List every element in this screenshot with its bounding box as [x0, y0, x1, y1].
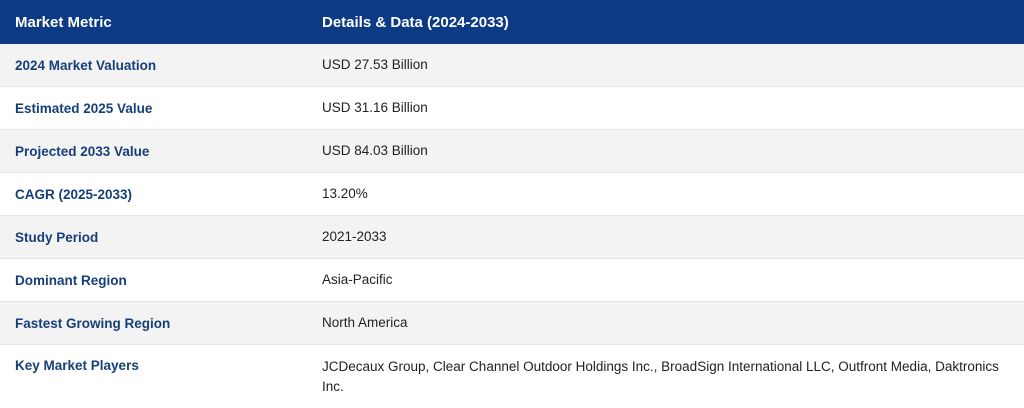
metric-label: Projected 2033 Value: [0, 129, 307, 173]
table-row: CAGR (2025-2033) 13.20%: [0, 172, 1024, 216]
metric-label: 2024 Market Valuation: [0, 44, 307, 87]
metric-value: 13.20%: [307, 172, 1024, 216]
metric-value: 2021-2033: [307, 215, 1024, 259]
metric-label: Estimated 2025 Value: [0, 86, 307, 130]
metric-value: JCDecaux Group, Clear Channel Outdoor Ho…: [307, 344, 1024, 408]
header-details-data: Details & Data (2024-2033): [307, 0, 1024, 44]
table-row: Key Market Players JCDecaux Group, Clear…: [0, 344, 1024, 408]
table-row: Fastest Growing Region North America: [0, 301, 1024, 345]
metric-label: Study Period: [0, 215, 307, 259]
metric-value: USD 27.53 Billion: [307, 44, 1024, 87]
table-header-row: Market Metric Details & Data (2024-2033): [0, 0, 1024, 44]
metric-value: USD 84.03 Billion: [307, 129, 1024, 173]
table-row: Study Period 2021-2033: [0, 215, 1024, 259]
metric-value: USD 31.16 Billion: [307, 86, 1024, 130]
table-row: Dominant Region Asia-Pacific: [0, 258, 1024, 302]
table-row: Projected 2033 Value USD 84.03 Billion: [0, 129, 1024, 173]
header-market-metric: Market Metric: [0, 0, 307, 44]
table-row: 2024 Market Valuation USD 27.53 Billion: [0, 44, 1024, 87]
metric-value: Asia-Pacific: [307, 258, 1024, 302]
metric-label: Dominant Region: [0, 258, 307, 302]
metric-value: North America: [307, 301, 1024, 345]
metric-label: Fastest Growing Region: [0, 301, 307, 345]
metric-label: CAGR (2025-2033): [0, 172, 307, 216]
metric-label: Key Market Players: [0, 344, 307, 408]
table-row: Estimated 2025 Value USD 31.16 Billion: [0, 86, 1024, 130]
